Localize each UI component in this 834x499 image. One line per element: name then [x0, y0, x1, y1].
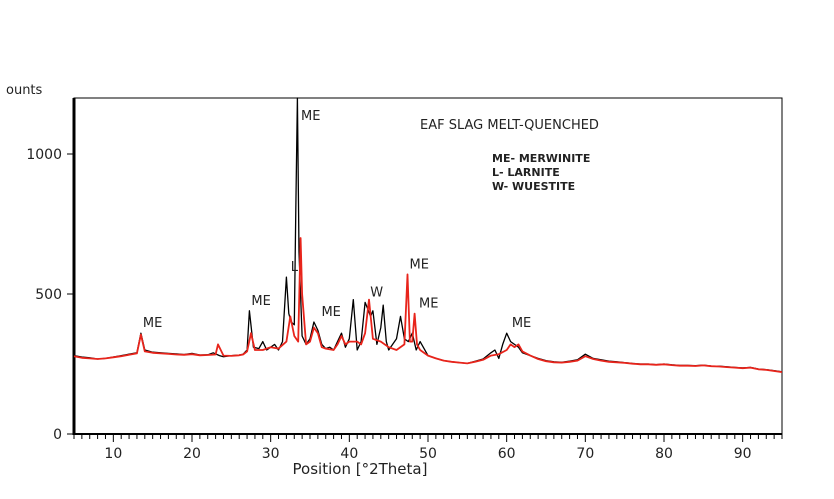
legend-entry-wuestite: W- WUESTITE: [492, 180, 575, 193]
xrd-pattern-line-1: [73, 97, 783, 373]
x-tick-label: 40: [340, 446, 358, 462]
y-axis-label: ounts: [6, 83, 43, 98]
peak-label: W: [370, 285, 383, 300]
xrd-pattern-line-2: [73, 237, 783, 373]
peak-label: ME: [321, 305, 340, 320]
x-tick-label: 10: [104, 446, 122, 462]
x-tick-label: 90: [734, 446, 752, 462]
y-tick-label: 1000: [26, 147, 62, 163]
y-tick-label: 0: [53, 427, 62, 443]
peak-label: ME: [301, 109, 320, 124]
chart-title: EAF SLAG MELT-QUENCHED: [420, 118, 599, 133]
peak-label: ME: [251, 294, 270, 309]
x-tick-label: 60: [498, 446, 516, 462]
annotation-layer: ME ME L ME ME W ME ME ME: [143, 109, 531, 331]
x-axis-label: Position [°2Theta]: [293, 460, 428, 478]
peak-label: ME: [143, 316, 162, 331]
series-layer: [73, 97, 783, 373]
y-tick-label: 500: [35, 287, 62, 303]
peak-label: ME: [512, 316, 531, 331]
x-tick-label: 70: [576, 446, 594, 462]
peak-label: ME: [419, 297, 438, 312]
x-tick-label: 20: [183, 446, 201, 462]
legend-entry-larnite: L- LARNITE: [492, 166, 560, 179]
x-tick-label: 50: [419, 446, 437, 462]
x-tick-label: 30: [262, 446, 280, 462]
peak-label: ME: [410, 257, 429, 272]
peak-label: L: [291, 260, 299, 275]
legend-entry-merwinite: ME- MERWINITE: [492, 152, 590, 165]
ticks-layer: 10 20 30 40 50 60 70 80 90 0 500 1000: [26, 147, 783, 462]
x-tick-label: 80: [655, 446, 673, 462]
